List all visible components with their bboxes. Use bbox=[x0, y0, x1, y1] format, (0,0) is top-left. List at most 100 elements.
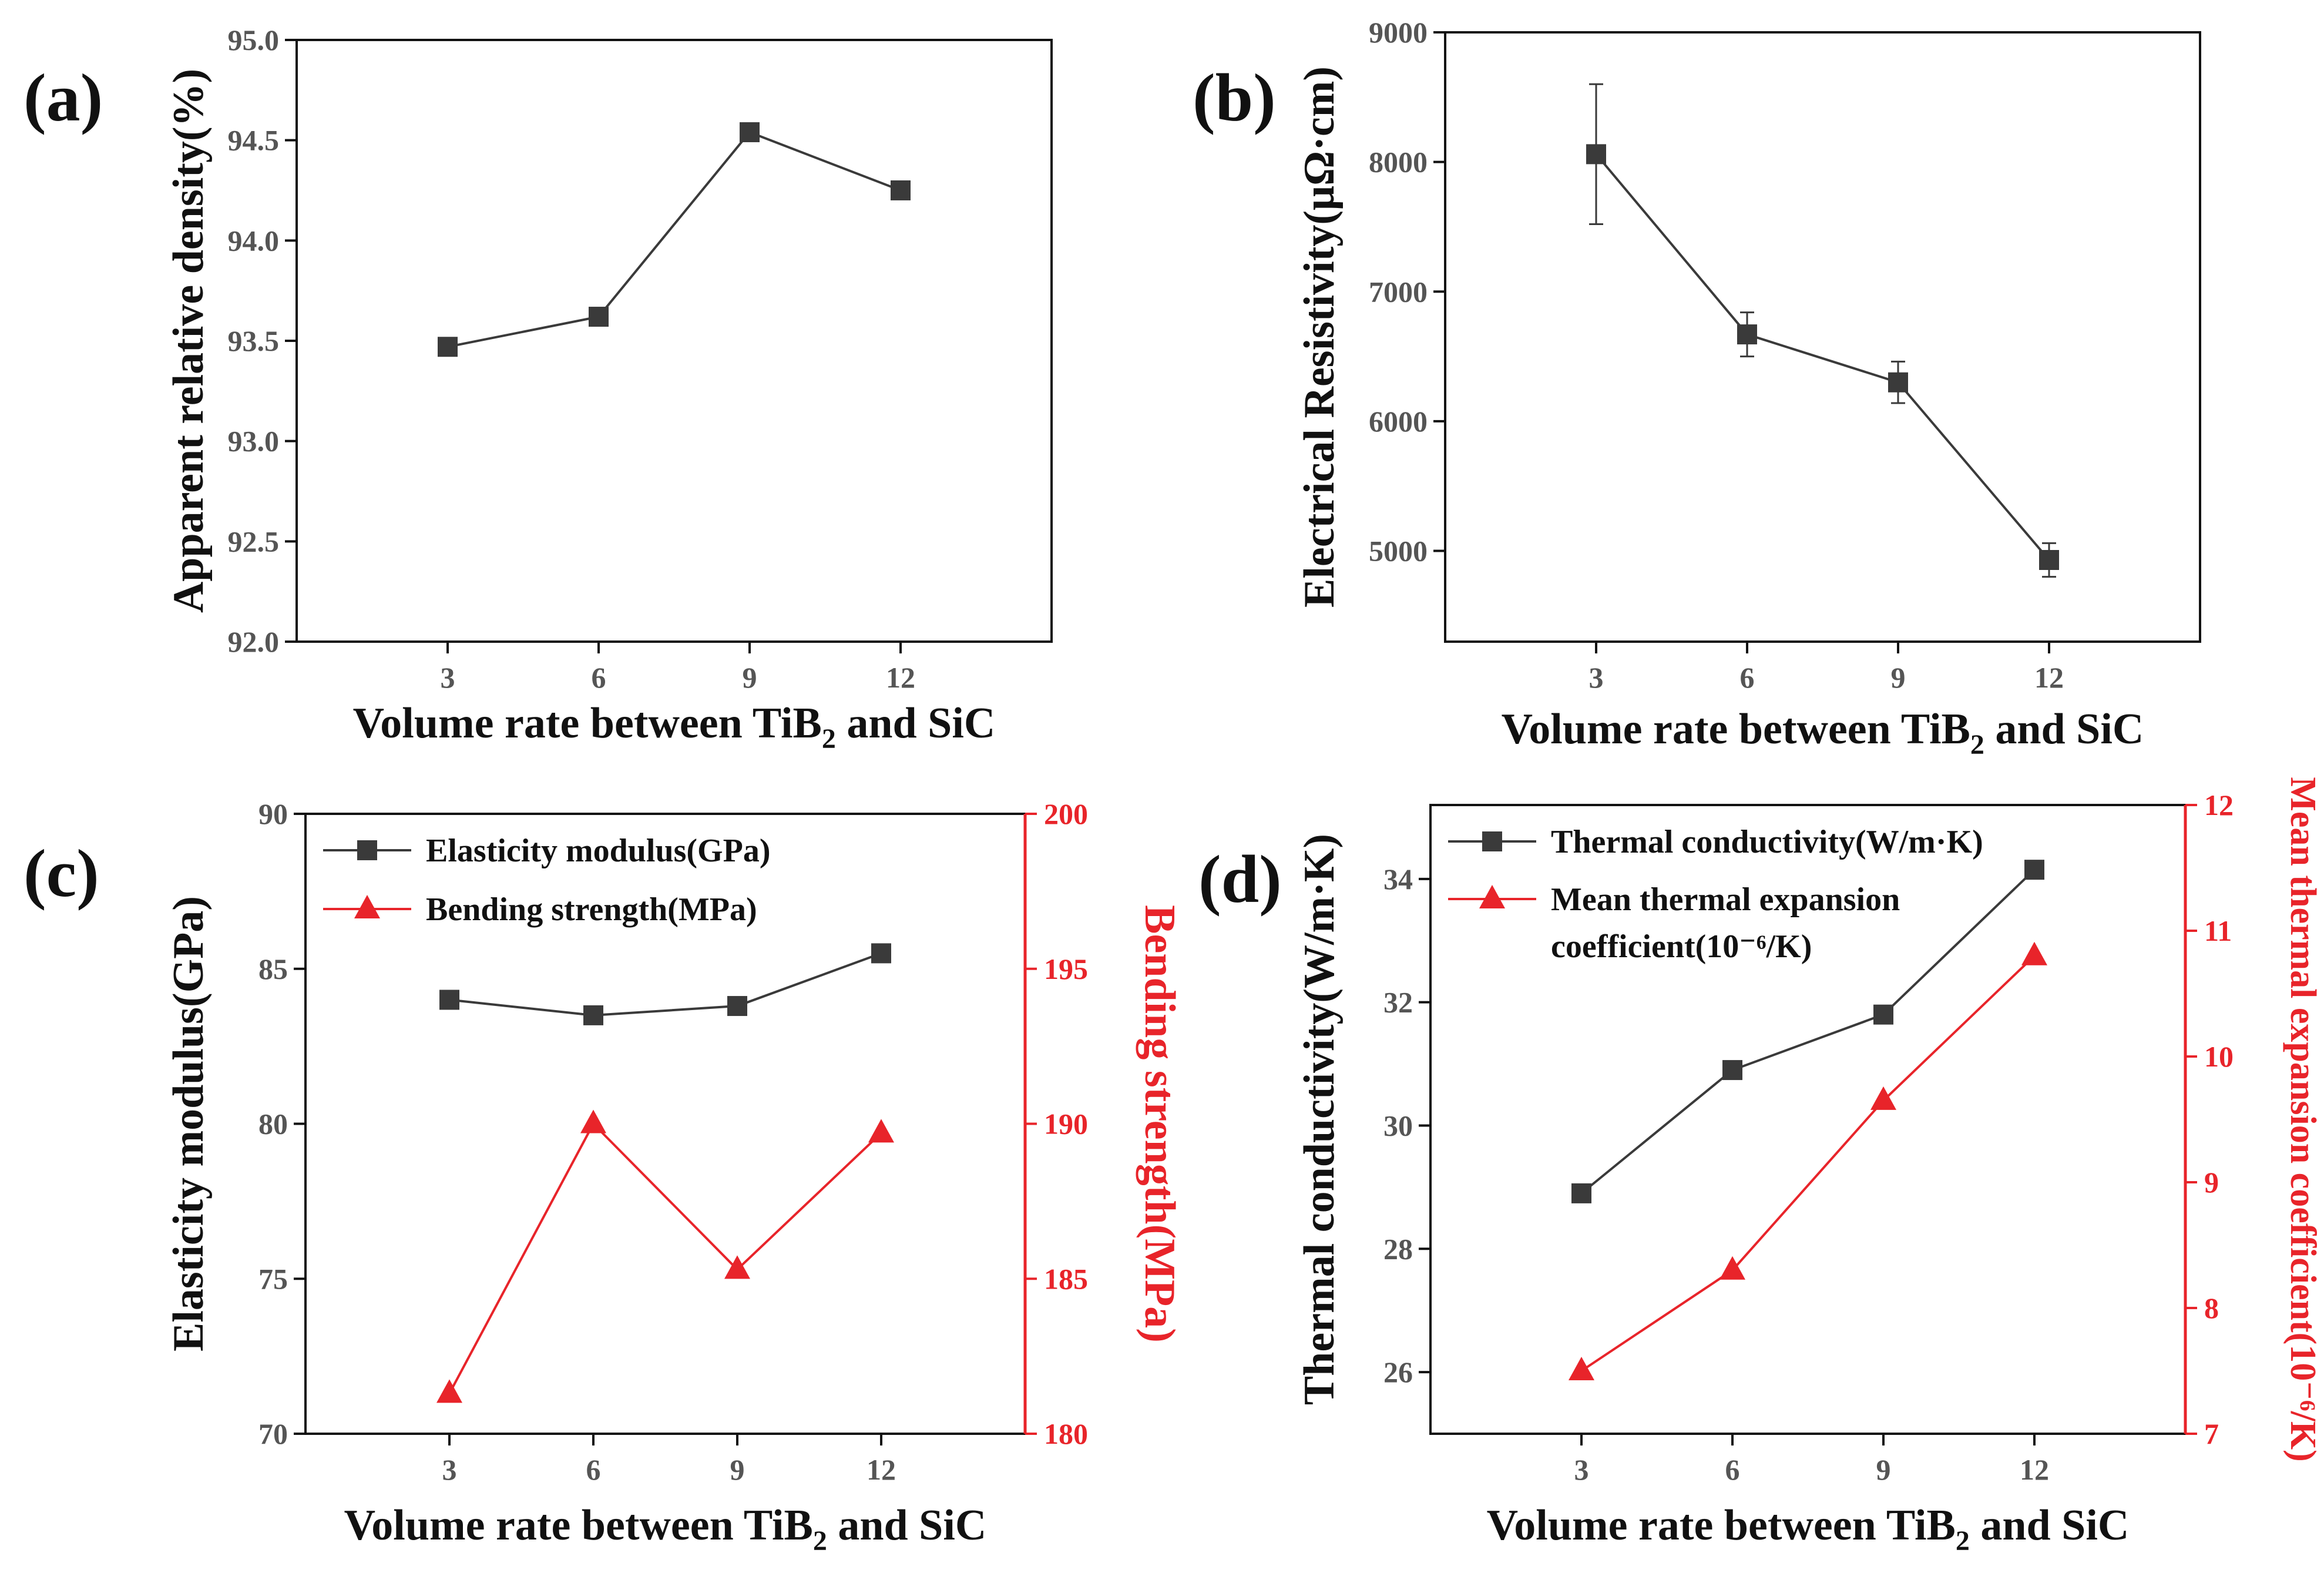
y-tick-label: 7000 bbox=[1369, 275, 1428, 308]
y-tick-label: 90 bbox=[258, 797, 288, 830]
legend-marker bbox=[357, 840, 377, 860]
series-line bbox=[449, 952, 882, 1017]
series-2 bbox=[1569, 941, 2047, 1380]
data-point bbox=[2024, 860, 2044, 880]
x-axis-title: Volume rate between TiB2 and SiC bbox=[1502, 705, 2144, 760]
x-axis-title-subscript: 2 bbox=[822, 723, 836, 754]
panel-label: (d) bbox=[1198, 842, 1282, 917]
x-axis-title-subscript: 2 bbox=[813, 1525, 827, 1557]
y-tick-label: 9000 bbox=[1369, 16, 1428, 49]
data-point bbox=[583, 1005, 603, 1025]
y-axis-title: Elasticity modulus(GPa) bbox=[164, 896, 213, 1351]
panel-b: 3 6 9 12 5000 6000 7000 8000 9000 (b) Volume rate … bbox=[1193, 16, 2201, 760]
y-right-tick-label: 200 bbox=[1044, 797, 1088, 830]
data-point bbox=[1873, 1004, 1893, 1025]
x-axis-title: Volume rate between TiB2 and SiC bbox=[353, 699, 996, 754]
y-right-tick-label: 7 bbox=[2204, 1417, 2219, 1450]
data-point bbox=[439, 990, 459, 1010]
x-tick-label: 9 bbox=[743, 661, 757, 694]
y-tick-label: 85 bbox=[258, 952, 288, 985]
x-axis-title-subscript: 2 bbox=[1956, 1525, 1970, 1557]
y-tick-label: 94.5 bbox=[228, 124, 280, 157]
legend-label: Bending strength(MPa) bbox=[426, 891, 757, 928]
data-point bbox=[2039, 549, 2059, 570]
data-point bbox=[1571, 1183, 1591, 1203]
x-tick-label: 6 bbox=[1740, 661, 1755, 694]
data-point bbox=[1888, 372, 1908, 393]
x-axis-title: Volume rate between TiB2 and SiC bbox=[1487, 1501, 2130, 1557]
data-point bbox=[436, 1379, 462, 1403]
series-1 bbox=[438, 122, 911, 357]
x-axis-title-main: Volume rate between TiB bbox=[1502, 705, 1970, 753]
x-tick-label: 6 bbox=[586, 1453, 601, 1486]
panel-label: (c) bbox=[23, 836, 99, 911]
y-tick-label: 28 bbox=[1383, 1232, 1413, 1265]
data-point bbox=[1722, 1060, 1742, 1081]
series-line bbox=[1595, 153, 2050, 561]
data-point bbox=[589, 307, 609, 327]
x-tick-label: 12 bbox=[867, 1453, 896, 1486]
x-tick-label: 12 bbox=[886, 661, 915, 694]
y-tick-label: 94.0 bbox=[228, 224, 280, 257]
y-right-tick-label: 180 bbox=[1044, 1417, 1088, 1450]
series-1 bbox=[1571, 860, 2044, 1203]
plot-frame bbox=[1444, 31, 2201, 643]
y-tick-label: 92.0 bbox=[228, 625, 280, 658]
x-axis-title-tail: and SiC bbox=[827, 1501, 986, 1549]
series-line bbox=[447, 130, 901, 348]
x-tick-label: 9 bbox=[730, 1453, 745, 1486]
panel-label: (b) bbox=[1193, 61, 1276, 136]
legend: Thermal conductivity(W/m·K) Mean thermal … bbox=[1448, 824, 1983, 965]
x-axis-title-main: Volume rate between TiB bbox=[344, 1501, 813, 1549]
x-tick-label: 3 bbox=[1574, 1453, 1589, 1486]
panel-a: 3 6 9 12 92.0 92.5 93.0 93.5 94.0 94.5 95.0 (a) Volu… bbox=[23, 24, 1053, 754]
y-tick-label: 6000 bbox=[1369, 405, 1428, 438]
y-tick-label: 30 bbox=[1383, 1109, 1413, 1142]
y-axis-title: Electrical Resistivity(μΩ·cm) bbox=[1295, 66, 1344, 608]
data-point bbox=[1870, 1086, 1896, 1110]
y-tick-label: 95.0 bbox=[228, 24, 280, 56]
x-tick-label: 6 bbox=[1725, 1453, 1740, 1486]
y-tick-label: 93.0 bbox=[228, 425, 280, 458]
x-tick-label: 3 bbox=[442, 1453, 457, 1486]
y-tick-label: 92.5 bbox=[228, 525, 280, 558]
panel-label: (a) bbox=[23, 61, 103, 136]
legend: Elasticity modulus(GPa) Bending strength(… bbox=[323, 833, 770, 928]
data-point bbox=[2021, 941, 2047, 965]
y-tick-label: 8000 bbox=[1369, 146, 1428, 179]
series-line bbox=[1580, 955, 2036, 1372]
series-line bbox=[1580, 868, 2036, 1195]
panel-d: 3 6 9 12 26 28 30 32 34 7 8 9 10 11 12 (d) Volume rate b… bbox=[1198, 777, 2323, 1557]
data-point bbox=[727, 996, 747, 1017]
series-1 bbox=[1586, 83, 2059, 578]
data-point bbox=[871, 943, 891, 964]
x-axis-title-main: Volume rate between TiB bbox=[1487, 1501, 1956, 1549]
legend-label: Thermal conductivity(W/m·K) bbox=[1551, 824, 1983, 860]
x-axis-title-subscript: 2 bbox=[1970, 729, 1984, 760]
y-tick-label: 70 bbox=[258, 1417, 288, 1450]
data-point bbox=[580, 1109, 606, 1133]
data-point bbox=[1569, 1357, 1594, 1380]
x-axis-title-tail: and SiC bbox=[1984, 705, 2144, 753]
series-line bbox=[448, 1122, 882, 1394]
y-tick-label: 93.5 bbox=[228, 324, 280, 357]
x-tick-label: 6 bbox=[592, 661, 606, 694]
plot-frame bbox=[295, 39, 1053, 643]
y-right-tick-label: 8 bbox=[2204, 1292, 2219, 1324]
y-tick-label: 32 bbox=[1383, 986, 1413, 1019]
y-right-tick-label: 190 bbox=[1044, 1108, 1088, 1141]
data-point bbox=[1720, 1256, 1745, 1280]
y-tick-label: 80 bbox=[258, 1108, 288, 1141]
x-axis-title-tail: and SiC bbox=[1970, 1501, 2129, 1549]
y-right-axis-title: Mean thermal expansion coefficient(10⁻⁶/… bbox=[2283, 777, 2323, 1461]
y-right-tick-label: 10 bbox=[2204, 1040, 2234, 1073]
data-point bbox=[438, 337, 458, 357]
data-point bbox=[868, 1119, 894, 1143]
y-tick-label: 75 bbox=[258, 1262, 288, 1295]
y-right-tick-label: 12 bbox=[2204, 789, 2234, 821]
legend-marker bbox=[354, 895, 380, 918]
legend-marker bbox=[1482, 831, 1502, 851]
data-point bbox=[891, 180, 911, 200]
x-tick-label: 12 bbox=[2020, 1453, 2049, 1486]
